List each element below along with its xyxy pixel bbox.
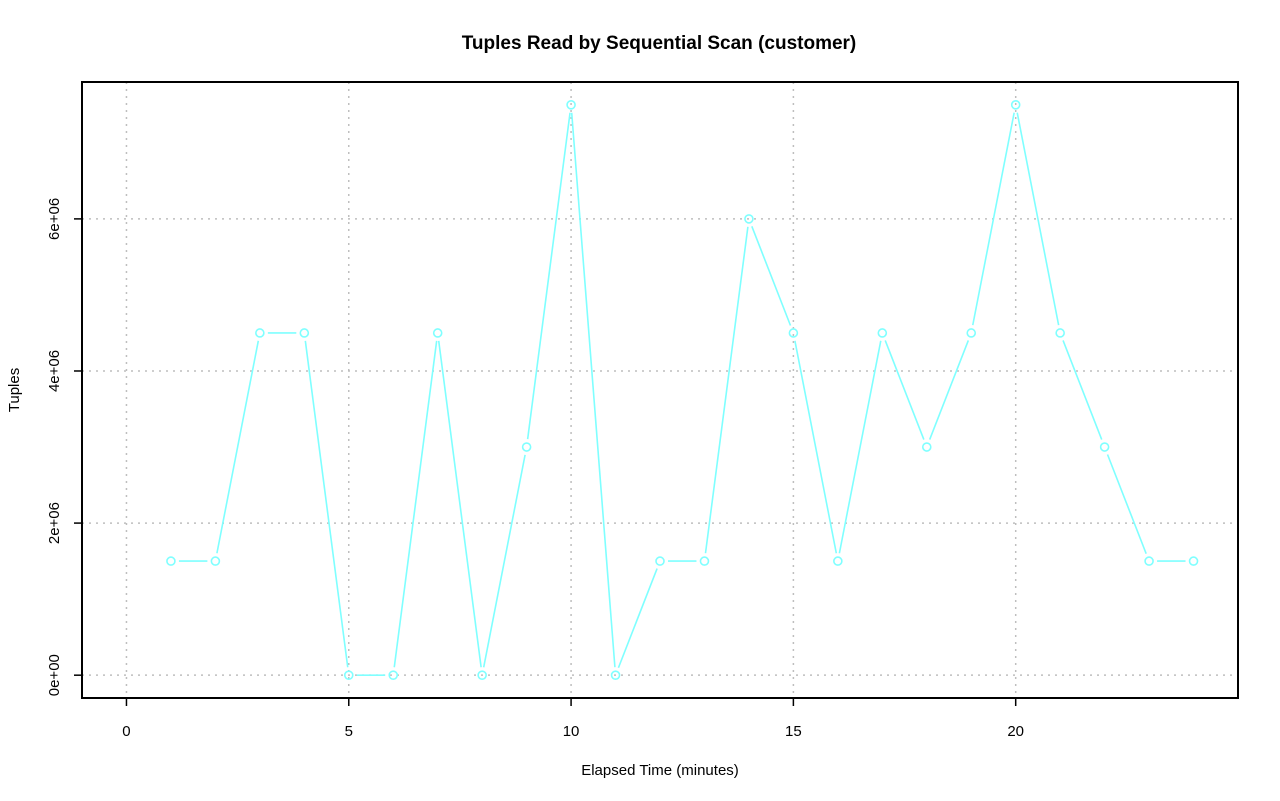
data-point [166, 556, 176, 566]
series-layer [166, 100, 1199, 680]
series-line-segment [794, 340, 838, 554]
y-tick-label: 0e+00 [46, 654, 63, 696]
data-point [921, 442, 932, 452]
series-line-segment [838, 340, 882, 554]
y-tick-label: 2e+06 [46, 502, 63, 544]
data-point [299, 328, 310, 338]
series-line-segment [971, 112, 1015, 326]
series-line-segment [437, 340, 482, 668]
data-point [788, 328, 799, 338]
plot-frame [81, 81, 1239, 699]
data-point [1055, 328, 1065, 338]
y-tick-label: 4e+06 [46, 350, 63, 392]
data-point [1010, 100, 1021, 110]
series-line-segment [751, 226, 792, 326]
data-point [210, 556, 221, 566]
data-point [833, 556, 843, 566]
data-point [566, 100, 576, 110]
series-line-segment [526, 112, 571, 440]
chart-title: Tuples Read by Sequential Scan (customer… [462, 33, 857, 54]
axis-layer: 0 5 10 15 20 0e+00 2e+06 4e+06 6e+06 [46, 198, 1024, 740]
series-line-segment [617, 568, 658, 669]
data-point [877, 328, 888, 338]
data-point [343, 670, 354, 680]
y-axis-label: Tuples [6, 368, 23, 412]
grid-layer [82, 82, 1238, 698]
data-point [1099, 442, 1110, 452]
data-point [255, 328, 265, 338]
data-point [1188, 556, 1199, 566]
series-line-segment [1016, 112, 1060, 326]
x-tick-label: 15 [785, 723, 802, 740]
data-point [699, 556, 710, 566]
series-line-segment [928, 340, 970, 440]
y-tick-label: 6e+06 [46, 198, 63, 240]
series-line-segment [884, 340, 925, 440]
data-point [655, 556, 665, 566]
series-line-segment [393, 340, 438, 668]
data-point [521, 442, 532, 452]
series-line-segment [1062, 340, 1103, 440]
x-tick-label: 5 [345, 723, 353, 740]
data-point [610, 670, 621, 680]
data-point [432, 328, 443, 338]
x-tick-label: 10 [563, 723, 580, 740]
series-line-segment [1106, 454, 1147, 554]
series-line-segment [216, 340, 260, 554]
x-tick-label: 0 [122, 723, 130, 740]
data-point [477, 670, 487, 680]
data-point [388, 670, 399, 680]
x-tick-label: 20 [1007, 723, 1024, 740]
series-line-segment [570, 112, 616, 668]
data-point [966, 328, 977, 338]
data-point [744, 214, 754, 224]
series-line-segment [482, 454, 526, 668]
series-line-segment [704, 226, 749, 554]
x-axis-label: Elapsed Time (minutes) [581, 762, 739, 779]
data-point [1144, 556, 1154, 566]
series-line-segment [304, 340, 349, 668]
